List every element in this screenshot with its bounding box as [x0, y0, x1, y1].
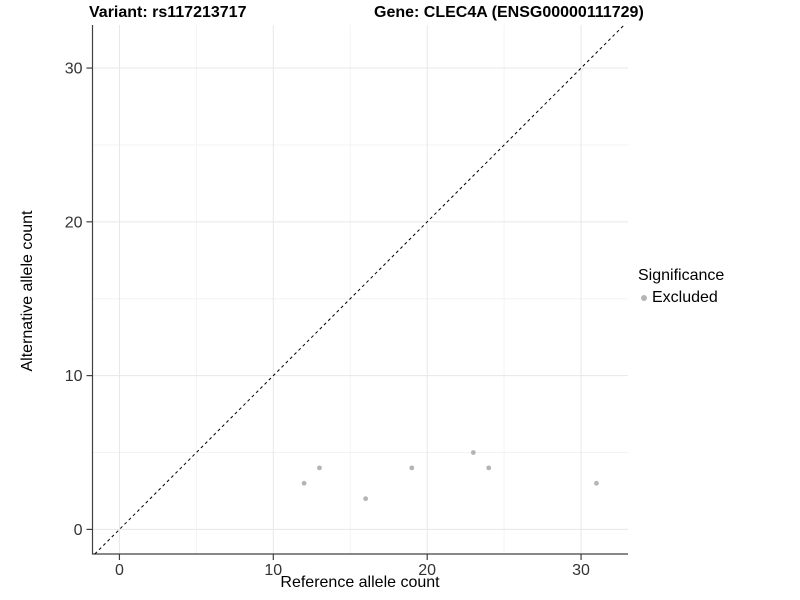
- data-point: [317, 465, 322, 471]
- y-tick-label: 0: [74, 522, 83, 539]
- data-point: [409, 465, 415, 471]
- data-point: [363, 496, 369, 502]
- data-point: [470, 450, 476, 455]
- x-tick-label: 30: [572, 562, 590, 579]
- data-point: [594, 480, 599, 486]
- data-point: [486, 465, 492, 471]
- legend-item-excluded: Excluded: [636, 289, 724, 307]
- y-tick-label: 10: [65, 368, 83, 385]
- x-tick-label: 10: [264, 562, 282, 579]
- identity-line: [94, 24, 625, 555]
- legend-title: Significance: [638, 267, 725, 284]
- figure-title-row: Variant: rs117213717 Gene: CLEC4A (ENSG0…: [0, 4, 800, 24]
- y-tick-label: 20: [65, 214, 83, 231]
- circle-point-icon: [641, 295, 647, 301]
- variant-title: Variant: rs117213717: [89, 4, 247, 21]
- legend: Significance Excluded: [636, 267, 724, 307]
- gene-title: Gene: CLEC4A (ENSG00000111729): [374, 4, 644, 21]
- legend-item-label: Excluded: [652, 289, 718, 306]
- x-tick-label: 20: [418, 562, 436, 579]
- y-axis-title: Alternative allele count: [19, 210, 36, 372]
- x-axis-title: Reference allele count: [280, 574, 440, 591]
- data-point: [301, 480, 307, 486]
- y-tick-label: 30: [65, 61, 83, 78]
- x-tick-label: 0: [115, 562, 124, 579]
